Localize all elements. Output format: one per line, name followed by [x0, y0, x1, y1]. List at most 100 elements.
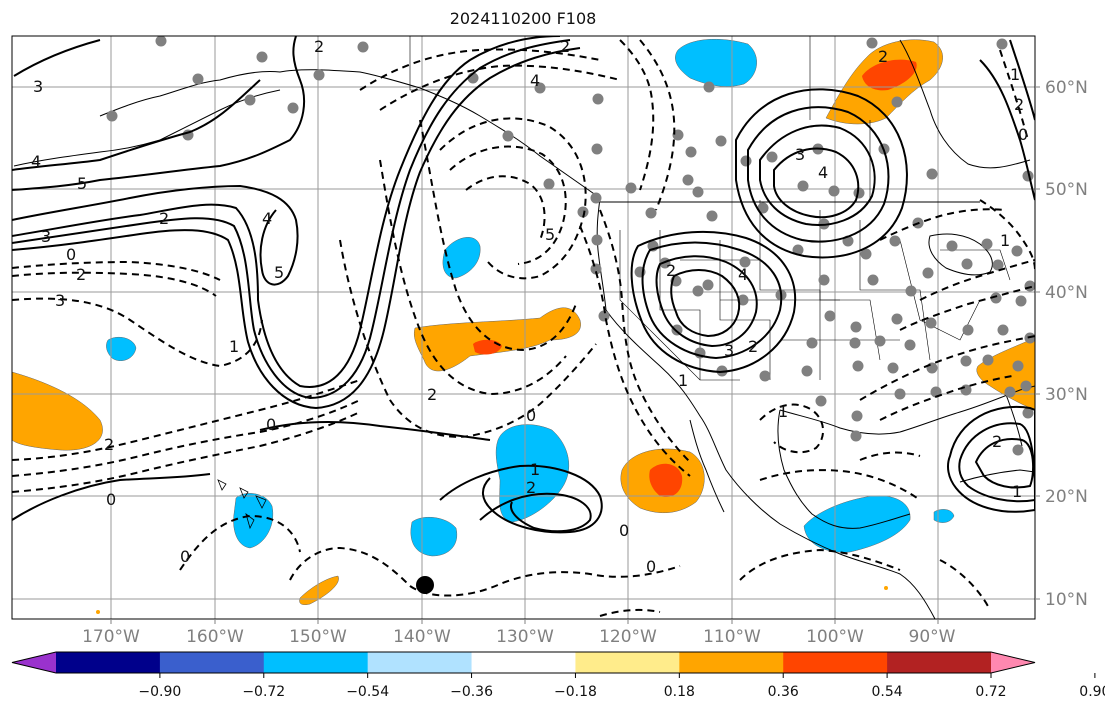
- shade-cyan-southcentral: [495, 424, 569, 523]
- colorbar-tick-label: −0.72: [242, 684, 285, 700]
- contour-label: 0: [180, 547, 190, 566]
- lat-axis: 60°N 50°N 40°N 30°N 20°N 10°N: [1035, 78, 1088, 610]
- contour-label: 2: [748, 337, 758, 356]
- us-west-coast: [605, 309, 936, 619]
- shade-orange-southeast: [976, 339, 1035, 411]
- contours-dashed: [12, 39, 1035, 617]
- colorbar-tick-label: −0.54: [346, 684, 389, 700]
- colorbar-cell: [783, 652, 888, 673]
- shade-cyan-carib: [933, 509, 955, 523]
- florida: [1004, 391, 1023, 447]
- contour-label: 0: [1018, 125, 1028, 144]
- lon-label: 170°W: [82, 627, 140, 647]
- lat-label: 40°N: [1045, 283, 1088, 303]
- contour-label: 2: [560, 37, 570, 56]
- lat-label: 10°N: [1045, 590, 1088, 610]
- lon-label: 140°W: [393, 627, 451, 647]
- contour-label: 1: [1000, 231, 1010, 250]
- location-marker: [416, 576, 434, 594]
- shade-cyan-small-south: [410, 516, 458, 557]
- contour-label: 2: [666, 261, 676, 280]
- contour-label: 2: [992, 432, 1002, 451]
- lon-label: 150°W: [289, 627, 347, 647]
- shade-cyan-hawaii-north: [106, 337, 137, 361]
- chart-title: 2024110200 F108: [449, 9, 597, 28]
- cuba: [959, 469, 1035, 483]
- lon-label: 90°W: [909, 627, 956, 647]
- lon-label: 110°W: [703, 627, 761, 647]
- colorbar-extend-low: [12, 652, 56, 673]
- lat-label: 30°N: [1045, 385, 1088, 405]
- contour-label: 0: [646, 557, 656, 576]
- hudson: [899, 39, 1031, 169]
- contour-label: 4: [818, 163, 828, 182]
- shade-cyan-gulf: [442, 237, 481, 279]
- contour-label: 0: [526, 406, 536, 425]
- colorbar-cell: [471, 652, 576, 673]
- contour-label: 2: [1014, 95, 1024, 114]
- contour-label: 4: [262, 209, 272, 228]
- contour-label: 2: [314, 37, 324, 56]
- contours-solid: [12, 36, 1035, 534]
- colorbar-cell: [575, 652, 680, 673]
- aleutians: [13, 89, 281, 167]
- contour-label: 4: [530, 71, 540, 90]
- small-marker: [884, 586, 888, 590]
- shade-red-baja: [649, 463, 683, 498]
- bc-coast: [596, 197, 607, 311]
- colorbar-outline: [11, 651, 1036, 674]
- contour-label: 3: [795, 145, 805, 164]
- colorbar-tick-label: 0.90: [1079, 684, 1105, 700]
- contour-label: 2: [427, 385, 437, 404]
- shaded-regions: [12, 39, 1035, 605]
- colorbar-cell: [887, 652, 992, 673]
- map-frame: [11, 35, 1036, 620]
- colorbar-tick-label: 0.54: [872, 684, 903, 700]
- colorbar-tick-label: 0.18: [664, 684, 695, 700]
- lat-label: 50°N: [1045, 180, 1088, 200]
- colorbar: −0.90 −0.72 −0.54 −0.36 −0.18 0.18 0.36 0.54 0.7…: [11, 651, 1105, 700]
- lat-label: 60°N: [1045, 78, 1088, 98]
- shade-orange-south-sw: [299, 575, 339, 605]
- colorbar-tick-label: −0.36: [450, 684, 493, 700]
- contour-label: 3: [55, 291, 65, 310]
- lat-label: 20°N: [1045, 487, 1088, 507]
- contour-label: 2: [104, 435, 114, 454]
- contour-label: 1: [1012, 482, 1022, 501]
- contour-label: 5: [77, 174, 87, 193]
- colorbar-tick-label: 0.36: [768, 684, 799, 700]
- contour-label: 1: [530, 460, 540, 479]
- shade-red-canada: [862, 59, 917, 91]
- contour-label: 2: [878, 47, 888, 66]
- lon-axis: 170°W 160°W 150°W 140°W 130°W 120°W 110°…: [82, 619, 956, 647]
- contour-label: 2: [76, 265, 86, 284]
- contour-label: 5: [274, 263, 284, 282]
- colorbar-cell: [159, 652, 265, 673]
- lon-label: 130°W: [496, 627, 554, 647]
- map-field: 3 4 5 3 0 2 3 2 4 5 2 2 5 4 2 4 3 4 3 2 …: [12, 36, 1035, 619]
- shade-orange-central: [414, 307, 581, 372]
- lon-label: 160°W: [186, 627, 244, 647]
- contour-label: 1: [229, 337, 239, 356]
- colorbar-cell: [367, 652, 473, 673]
- shade-cyan-alaska: [675, 39, 757, 87]
- contour-label: 1: [1010, 65, 1020, 84]
- shade-orange-west: [12, 371, 103, 451]
- shade-cyan-mexico: [803, 495, 911, 553]
- colorbar-tick-label: −0.18: [554, 684, 597, 700]
- contour-label: 3: [33, 77, 43, 96]
- contour-labels: 3 4 5 3 0 2 3 2 4 5 2 2 5 4 2 4 3 4 3 2 …: [31, 37, 1028, 576]
- mexico-east: [777, 409, 911, 529]
- contour-label: 0: [66, 245, 76, 264]
- station-dots: [106, 36, 1035, 456]
- contour-label: 1: [678, 371, 688, 390]
- contour-label: 2: [526, 478, 536, 497]
- contour-label: 3: [724, 341, 734, 360]
- contour-label: 1: [778, 402, 788, 421]
- colorbar-cell: [263, 652, 369, 673]
- lon-label: 100°W: [806, 627, 864, 647]
- colorbar-cell: [56, 652, 161, 673]
- colorbar-extend-high: [991, 652, 1035, 673]
- contour-label: 5: [545, 225, 555, 244]
